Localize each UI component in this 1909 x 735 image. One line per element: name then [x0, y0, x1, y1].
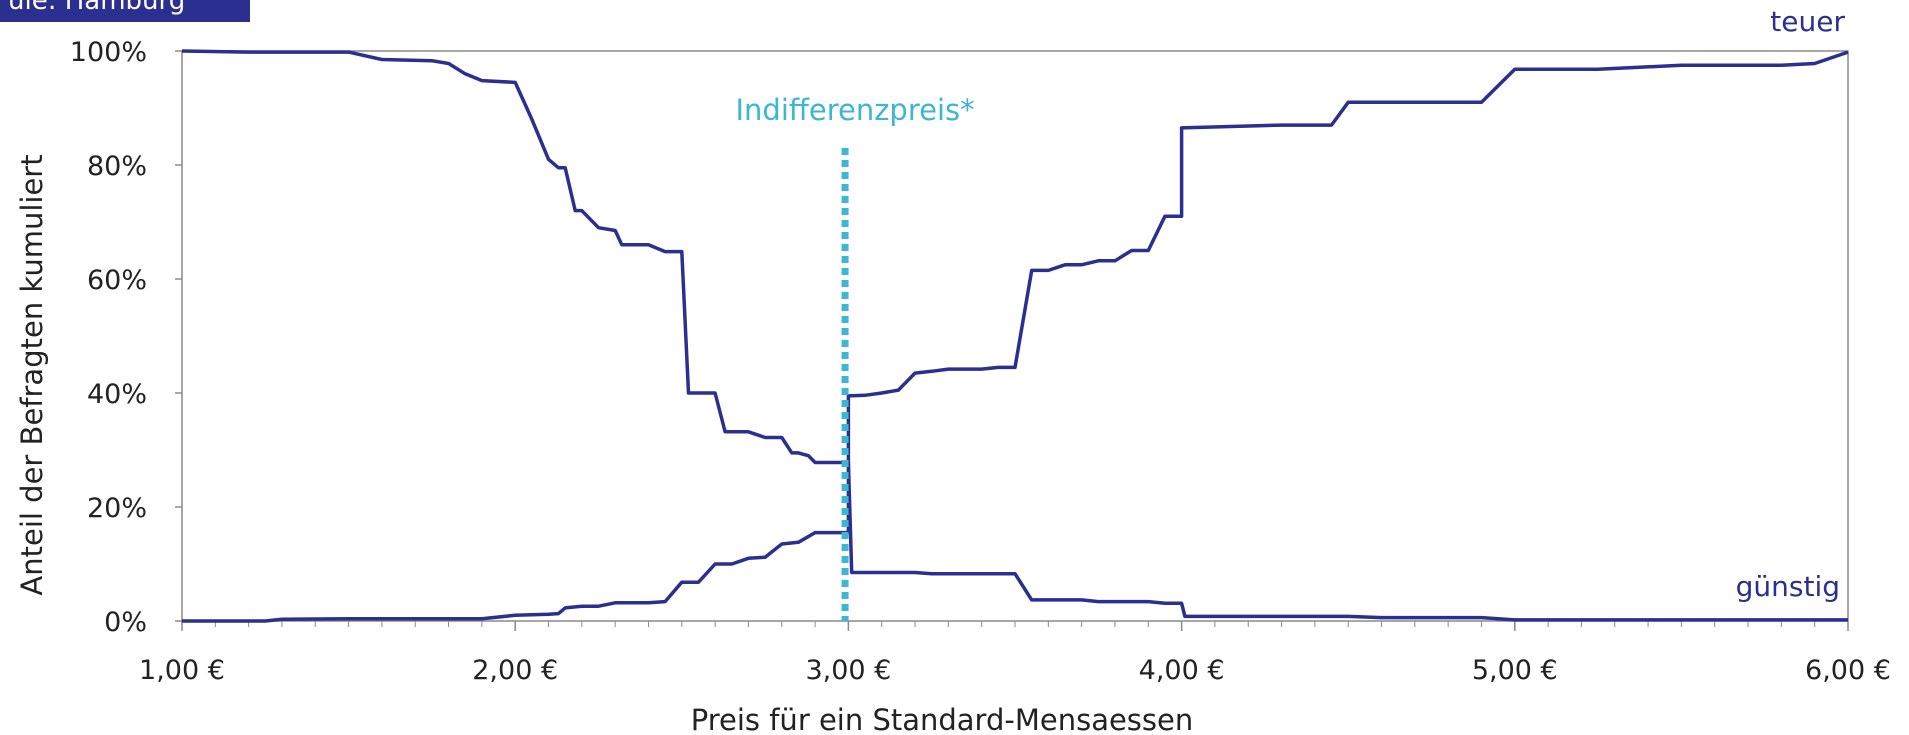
- annotations: Indifferenzpreis*: [735, 93, 975, 621]
- series-lines: [181, 49, 1849, 623]
- y-tick-label: 80%: [87, 151, 147, 182]
- y-axis-ticks: 0% 20% 40% 60% 80% 100%: [70, 37, 182, 638]
- x-tick-label: 2,00 €: [472, 655, 558, 686]
- series-label-teuer: teuer: [1770, 5, 1845, 38]
- series-line-teuer: [182, 50, 1849, 623]
- x-axis-ticks: 1,00 € 2,00 € 3,00 € 4,00 € 5,00 € 6,00 €: [139, 621, 1891, 686]
- x-tick-label: 1,00 €: [139, 655, 225, 686]
- y-tick-label: 60%: [87, 265, 147, 296]
- x-axis-title: Preis für ein Standard-Mensaessen: [691, 703, 1194, 735]
- x-tick-label: 3,00 €: [805, 655, 891, 686]
- indifference-price-label: Indifferenzpreis*: [735, 93, 974, 127]
- header-tag-text: ule: Hamburg: [8, 0, 186, 16]
- y-tick-label: 40%: [87, 379, 147, 410]
- plot-frame: [181, 50, 1849, 622]
- x-tick-label: 5,00 €: [1472, 655, 1558, 686]
- header-tag: ule: Hamburg: [0, 0, 250, 22]
- series-line-guenstig: [181, 49, 1848, 622]
- y-axis-title: Anteil der Befragten kumuliert: [15, 154, 49, 595]
- series-label-guenstig: günstig: [1736, 570, 1840, 603]
- y-tick-label: 0%: [104, 607, 147, 638]
- x-tick-label: 4,00 €: [1139, 655, 1225, 686]
- y-tick-label: 100%: [70, 37, 147, 68]
- plot-border: [181, 50, 1849, 622]
- x-tick-label: 6,00 €: [1805, 655, 1891, 686]
- y-tick-label: 20%: [87, 493, 147, 524]
